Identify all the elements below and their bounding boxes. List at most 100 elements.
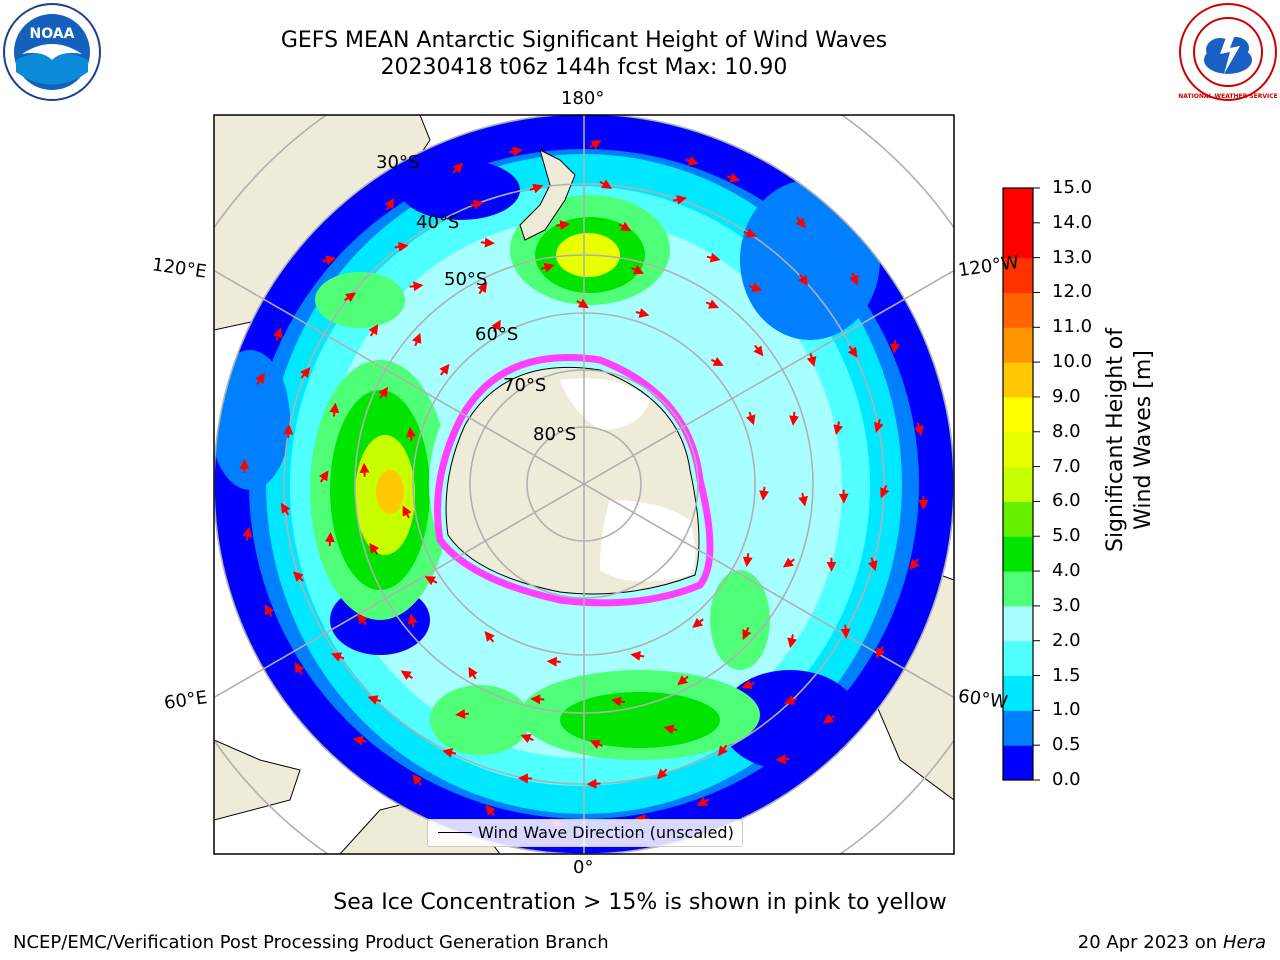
map-frame — [213, 114, 955, 855]
colorbar-tick-label: 7.0 — [1052, 455, 1081, 477]
legend-text: Wind Wave Direction (unscaled) — [478, 823, 734, 842]
wind-arrow — [705, 299, 720, 309]
wind-arrow — [677, 675, 689, 686]
colorbar-tick-label: 14.0 — [1052, 211, 1093, 233]
wind-arrow — [520, 733, 534, 744]
wind-arrow — [789, 411, 799, 426]
wind-arrow — [833, 421, 844, 436]
colorbar-tick-label: 8.0 — [1052, 420, 1081, 442]
wind-arrow — [696, 796, 710, 806]
lat-label-60s: 60°S — [475, 324, 519, 345]
land-new-zealand — [519, 149, 576, 241]
colorbar — [1003, 187, 1040, 781]
wind-arrow — [455, 708, 470, 719]
map-graticule — [214, 115, 954, 854]
wind-arrow — [344, 292, 357, 303]
wind-arrow — [477, 282, 488, 295]
wind-arrow — [748, 282, 763, 293]
wind-arrow — [847, 345, 858, 358]
colorbar-segment — [1003, 327, 1033, 363]
colorbar-segment — [1003, 466, 1033, 502]
colorbar-tick-label: 15.0 — [1052, 177, 1093, 198]
colorbar-tick-label: 1.5 — [1052, 664, 1081, 686]
colorbar-segment — [1003, 710, 1033, 746]
wind-arrow — [407, 613, 418, 628]
wind-arrow — [324, 532, 335, 547]
wind-arrow — [294, 662, 305, 675]
colorbar-segment — [1003, 605, 1033, 642]
wind-arrow — [656, 768, 668, 780]
wind-arrow — [352, 735, 367, 746]
wind-arrow — [909, 558, 920, 570]
colorbar-segment — [1003, 362, 1033, 398]
wind-arrow — [384, 197, 395, 211]
lat-label-50s: 50°S — [444, 269, 488, 290]
map-panel — [214, 115, 954, 854]
colorbar-segment — [1003, 501, 1033, 537]
colorbar-tick-label: 6.0 — [1052, 490, 1081, 512]
wind-arrow — [673, 194, 687, 205]
colorbar-segment — [1003, 257, 1033, 293]
chart-title: GEFS MEAN Antarctic Significant Height o… — [280, 28, 888, 53]
noaa-logo: NOAA — [3, 3, 101, 101]
colorbar-segment — [1003, 571, 1033, 607]
colorbar-segment — [1003, 431, 1033, 468]
wind-arrow — [742, 553, 753, 568]
wind-arrow — [914, 422, 924, 437]
wind-arrow — [322, 255, 337, 266]
lat-label-40s: 40°S — [416, 212, 460, 233]
wind-arrow — [710, 356, 724, 366]
wind-arrow — [283, 424, 294, 439]
wind-arrow — [706, 252, 721, 263]
wind-arrow — [589, 739, 603, 750]
wind-arrow — [485, 804, 496, 817]
wind-arrow — [412, 774, 423, 786]
noaa-logo-text: NOAA — [30, 26, 75, 42]
wind-arrow — [540, 262, 555, 273]
wind-arrow — [782, 557, 795, 568]
wind-arrow — [726, 172, 741, 183]
colorbar-label: Significant Height of Wind Waves [m] — [1103, 327, 1156, 553]
wind-arrow — [759, 486, 770, 501]
wind-arrow — [743, 228, 757, 238]
wind-arrow — [611, 696, 625, 707]
wind-arrow — [292, 571, 304, 582]
colorbar-tick-label: 5.0 — [1052, 525, 1081, 547]
wind-arrow — [329, 402, 340, 417]
colorbar-segment — [1003, 292, 1033, 328]
sea-ice-note: Sea Ice Concentration > 15% is shown in … — [333, 890, 947, 915]
wind-arrow — [330, 652, 345, 662]
wind-arrow — [775, 754, 790, 765]
wind-arrow — [692, 617, 704, 628]
wind-arrow — [400, 670, 414, 681]
wind-arrow — [741, 679, 755, 690]
wind-arrow — [630, 265, 645, 275]
footer-date: 20 Apr 2023 on — [1077, 932, 1223, 953]
wind-arrow — [798, 273, 808, 286]
wind-arrow — [484, 631, 495, 643]
wind-arrow — [406, 426, 417, 441]
wind-arrow — [876, 645, 886, 659]
wind-arrow — [369, 542, 380, 555]
wind-arrow — [806, 353, 817, 367]
colorbar-tick-label: 9.0 — [1052, 385, 1081, 407]
chart-subtitle: 20230418 t06z 144h fcst Max: 10.90 — [380, 55, 788, 80]
wind-arrow — [452, 162, 464, 174]
wind-arrow — [255, 372, 265, 385]
colorbar-segment — [1003, 675, 1033, 711]
wind-arrow — [280, 502, 291, 516]
colorbar-tick-label: 4.0 — [1052, 560, 1081, 582]
wind-arrow — [318, 470, 329, 483]
wind-arrow — [480, 237, 495, 248]
wind-arrow — [599, 179, 613, 189]
colorbar-tick-label: 2.0 — [1052, 629, 1081, 651]
colorbar-segment — [1003, 396, 1033, 433]
wind-arrow — [491, 319, 501, 333]
colorbar-segment — [1003, 640, 1033, 677]
colorbar-tick-label: 0.0 — [1052, 769, 1081, 790]
colorbar-segment — [1003, 745, 1033, 781]
lon-label-180: 180° — [561, 88, 605, 109]
wind-arrow — [717, 744, 728, 757]
wind-arrow — [663, 724, 678, 735]
